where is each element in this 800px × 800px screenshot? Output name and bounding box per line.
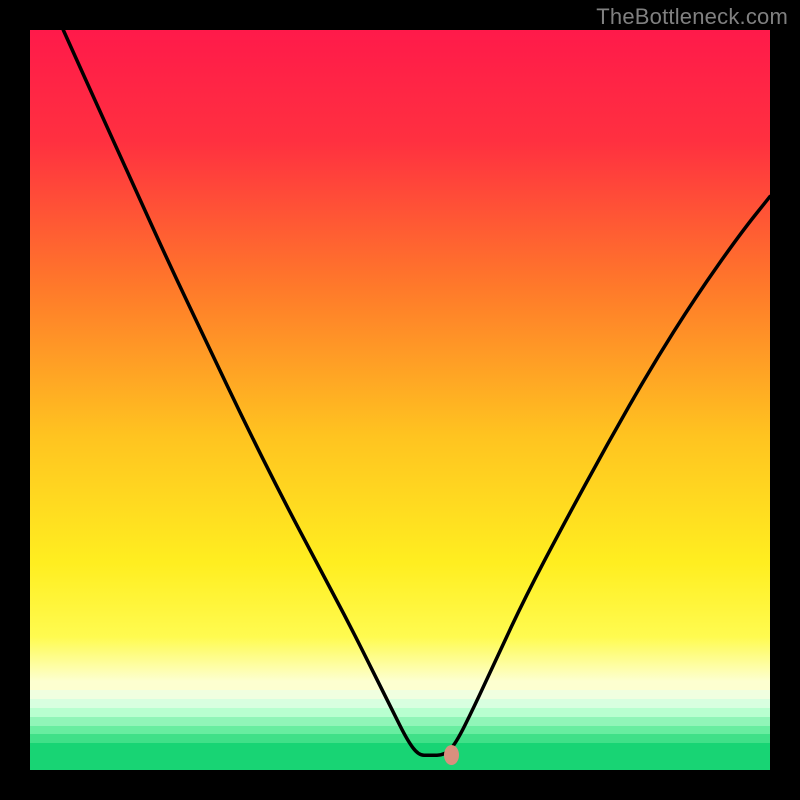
bottleneck-curve [30, 30, 770, 770]
watermark-text: TheBottleneck.com [596, 4, 788, 30]
plot-area [30, 30, 770, 770]
